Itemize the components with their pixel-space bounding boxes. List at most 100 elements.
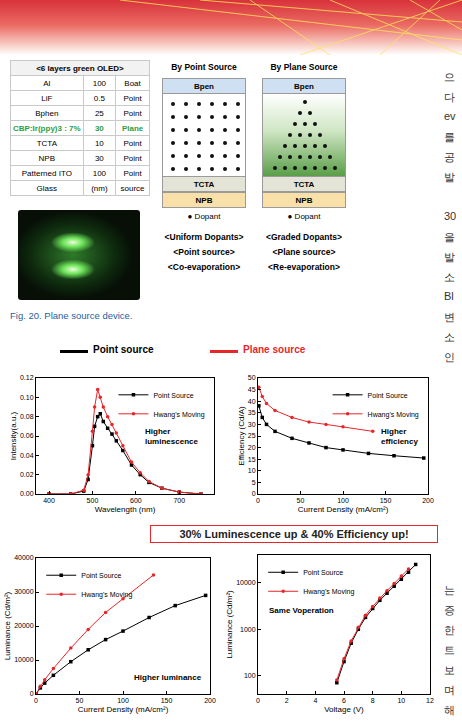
svg-text:12: 12 [426, 697, 434, 704]
svg-text:Point Source: Point Source [81, 572, 121, 579]
html-text:트: 트 [444, 644, 455, 656]
html-text:으: 으 [444, 71, 455, 83]
html-text:는: 는 [444, 584, 455, 596]
svg-text:50: 50 [297, 497, 305, 504]
svg-text:10: 10 [397, 697, 405, 704]
svg-text:6: 6 [342, 697, 346, 704]
svg-text:400: 400 [43, 497, 55, 504]
html-text:LiF: LiF [41, 93, 53, 103]
html-text:Point: Point [123, 108, 142, 118]
html-text:Plane source: Plane source [243, 344, 306, 355]
svg-text:Efficiency (Cd/A): Efficiency (Cd/A) [237, 406, 246, 466]
html-text:를: 를 [444, 131, 455, 143]
svg-text:Voltage (V): Voltage (V) [324, 705, 364, 714]
svg-text:Hwang's Moving: Hwang's Moving [153, 411, 204, 419]
html-text:<6 layers green OLED>: <6 layers green OLED> [36, 63, 124, 73]
svg-text:Hwang's Moving: Hwang's Moving [368, 411, 419, 419]
svg-text:0.02: 0.02 [20, 471, 34, 478]
svg-text:1000: 1000 [240, 626, 256, 633]
svg-text:600: 600 [130, 497, 142, 504]
svg-text:100: 100 [117, 697, 129, 704]
svg-text:Higher luminance: Higher luminance [134, 673, 202, 682]
html-text:30: 30 [444, 210, 457, 222]
svg-text:Same Voperation: Same Voperation [269, 606, 334, 615]
svg-text:50: 50 [76, 697, 84, 704]
html-text:한: 한 [444, 624, 455, 636]
html-text:을: 을 [444, 231, 455, 243]
svg-text:Wavelength (nm): Wavelength (nm) [95, 505, 156, 514]
svg-text:100: 100 [337, 497, 349, 504]
svg-text:Higherluminescence: Higherluminescence [145, 427, 198, 446]
svg-text:200: 200 [422, 497, 434, 504]
svg-text:Higherefficiency: Higherefficiency [381, 427, 418, 446]
svg-text:Point Source: Point Source [153, 392, 193, 399]
svg-text:Point Source: Point Source [368, 392, 408, 399]
html-text:30% Luminescence up & 40% Effi: 30% Luminescence up & 40% Efficiency up! [179, 528, 409, 540]
svg-text:4: 4 [313, 697, 317, 704]
svg-text:0: 0 [256, 697, 260, 704]
svg-text:2: 2 [285, 697, 289, 704]
svg-text:45: 45 [248, 386, 256, 393]
html-text:Bphen: Bphen [35, 108, 59, 118]
html-text:변: 변 [444, 311, 455, 323]
html-text:소: 소 [444, 331, 455, 343]
svg-text:700: 700 [173, 497, 185, 504]
svg-text:0.08: 0.08 [20, 413, 34, 420]
html-text:다: 다 [444, 91, 455, 103]
html-text:인: 인 [444, 351, 455, 363]
html-text:보: 보 [444, 664, 455, 676]
svg-text:8: 8 [371, 697, 375, 704]
svg-text:Current Density (mA/cm²): Current Density (mA/cm²) [78, 705, 169, 714]
svg-text:Luminance (Cd/m²): Luminance (Cd/m²) [3, 591, 12, 660]
svg-text:40: 40 [248, 398, 256, 405]
svg-text:20000: 20000 [14, 622, 34, 629]
svg-text:30000: 30000 [14, 588, 34, 595]
html-text:발: 발 [444, 251, 455, 263]
svg-text:40000: 40000 [14, 554, 34, 561]
svg-text:0.06: 0.06 [20, 432, 34, 439]
html-text:며: 며 [444, 684, 455, 696]
svg-text:150: 150 [380, 497, 392, 504]
svg-text:10000: 10000 [236, 579, 256, 586]
svg-text:0.10: 0.10 [20, 394, 34, 401]
html-text:100: 100 [92, 78, 107, 88]
svg-text:0: 0 [30, 690, 34, 697]
svg-text:50: 50 [248, 374, 256, 381]
html-text:Boat: Boat [124, 78, 141, 88]
html-text:0.5: 0.5 [93, 93, 105, 103]
svg-text:Current Density (mA/cm²): Current Density (mA/cm²) [298, 505, 389, 514]
svg-text:500: 500 [87, 497, 99, 504]
svg-text:Intensity(a.u.): Intensity(a.u.) [9, 411, 18, 460]
svg-text:150: 150 [161, 697, 173, 704]
html-text:ev: ev [444, 110, 456, 122]
html-text:25: 25 [94, 108, 104, 118]
svg-text:Point Source: Point Source [303, 569, 343, 576]
html-text:Point: Point [123, 93, 142, 103]
svg-text:0: 0 [34, 697, 38, 704]
svg-text:Hwang's Moving: Hwang's Moving [81, 591, 132, 599]
html-text:공: 공 [444, 151, 455, 163]
svg-text:20: 20 [248, 444, 256, 451]
svg-text:0: 0 [252, 490, 256, 497]
html-text:발: 발 [444, 171, 455, 183]
svg-text:35: 35 [248, 409, 256, 416]
svg-text:0: 0 [256, 497, 260, 504]
html-text:해: 해 [444, 704, 455, 716]
svg-text:15: 15 [248, 456, 256, 463]
html-text:소: 소 [444, 271, 455, 283]
svg-text:25: 25 [248, 432, 256, 439]
svg-text:Luminance (Cd/m²): Luminance (Cd/m²) [225, 590, 234, 659]
svg-text:30: 30 [248, 421, 256, 428]
svg-text:100: 100 [244, 672, 256, 679]
html-text:Fig. 20. Plane source device.: Fig. 20. Plane source device. [10, 310, 133, 321]
svg-text:10: 10 [248, 467, 256, 474]
svg-text:5: 5 [252, 479, 256, 486]
html-text:증: 증 [444, 604, 455, 616]
html-text:Point source: Point source [93, 344, 154, 355]
svg-text:10000: 10000 [14, 656, 34, 663]
svg-text:Hwang's Moving: Hwang's Moving [303, 588, 354, 596]
svg-text:0.12: 0.12 [20, 374, 34, 381]
svg-text:200: 200 [204, 697, 216, 704]
svg-text:0.04: 0.04 [20, 452, 34, 459]
svg-text:0.00: 0.00 [20, 490, 34, 497]
